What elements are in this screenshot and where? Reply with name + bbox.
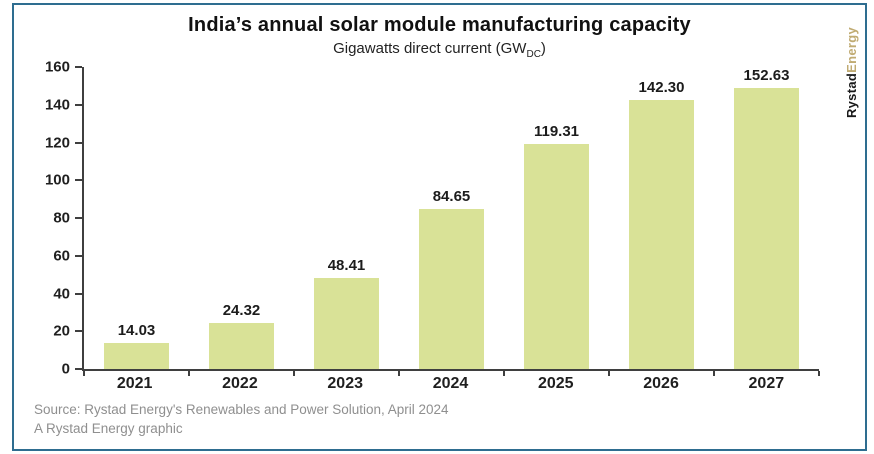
y-tick-label: 40 <box>53 285 70 302</box>
bar-group-2024: 84.65 <box>399 67 504 369</box>
bar-value-label: 152.63 <box>743 67 790 84</box>
y-tick-mark <box>75 330 82 333</box>
y-tick-mark <box>75 368 82 370</box>
y-tick-mark <box>75 217 82 219</box>
bar-value-label: 24.32 <box>222 302 261 320</box>
chart-frame: India’s annual solar module manufacturin… <box>12 3 867 451</box>
x-tick-mark <box>608 371 610 376</box>
y-tick-label: 160 <box>44 58 70 76</box>
subtitle-prefix: Gigawatts direct current (GW <box>333 40 527 57</box>
y-tick-mark <box>75 141 82 144</box>
subtitle-suffix: ) <box>540 40 546 57</box>
bar-chart: 0 20 40 60 80 100 120 140 160 14.03 24.32 48.41 84.… <box>30 59 820 399</box>
y-tick-label: 60 <box>53 247 70 265</box>
y-tick-label: 20 <box>53 322 70 340</box>
y-tick-label: 120 <box>44 134 70 151</box>
bar-value-label: 48.41 <box>327 256 366 274</box>
bar-value-label: 142.30 <box>638 79 685 97</box>
bar-2026 <box>628 100 695 369</box>
x-axis-label-2021: 2021 <box>116 375 153 392</box>
bar-group-2022: 24.32 <box>189 67 294 369</box>
x-tick-mark <box>503 371 505 376</box>
bar-group-2021: 14.03 <box>84 67 189 369</box>
y-tick-mark <box>75 254 82 257</box>
y-tick-mark <box>75 179 82 182</box>
bar-2024 <box>418 209 485 369</box>
y-tick-label: 140 <box>44 96 70 114</box>
bar-group-2027: 152.63 <box>714 67 819 369</box>
bar-2022 <box>208 323 275 369</box>
y-tick-mark <box>75 103 82 106</box>
bar-2027 <box>733 88 800 369</box>
bar-group-2023: 48.41 <box>294 67 399 369</box>
x-axis-label-2023: 2023 <box>327 375 363 392</box>
y-tick-label: 0 <box>61 360 70 378</box>
y-tick-mark <box>75 292 82 295</box>
source-line-2: A Rystad Energy graphic <box>34 421 183 437</box>
chart-title: India’s annual solar module manufacturin… <box>188 14 691 36</box>
bar-2025 <box>523 143 590 369</box>
source-footer: Source: Rystad Energy's Renewables and P… <box>34 400 449 439</box>
y-tick-label: 80 <box>53 209 70 227</box>
bar-2023 <box>313 277 380 369</box>
chart-header: India’s annual solar module manufacturin… <box>14 5 865 60</box>
x-tick-mark <box>398 371 400 376</box>
x-tick-mark <box>188 371 190 376</box>
y-tick-label: 100 <box>44 171 70 189</box>
chart-subtitle: Gigawatts direct current (GWDC) <box>14 40 865 60</box>
x-axis-labels: 2021 2022 2023 2024 2025 2026 2027 <box>82 375 819 393</box>
source-line-1: Source: Rystad Energy's Renewables and P… <box>34 401 449 417</box>
bar-group-2025: 119.31 <box>504 67 609 369</box>
x-tick-mark <box>293 371 295 376</box>
bar-value-label: 119.31 <box>533 122 580 140</box>
x-axis-label-2026: 2026 <box>643 375 679 392</box>
bar-group-2026: 142.30 <box>609 67 714 369</box>
x-axis-label-2027: 2027 <box>748 375 785 392</box>
bar-value-label: 14.03 <box>117 321 156 339</box>
bar-2021 <box>103 342 170 369</box>
x-axis-label-2022: 2022 <box>222 375 258 392</box>
x-tick-mark <box>83 371 85 376</box>
plot-area: 14.03 24.32 48.41 84.65 119.31 142.30 152.63 <box>75 66 820 376</box>
y-tick-mark <box>75 66 82 68</box>
x-tick-mark <box>818 371 820 376</box>
x-tick-mark <box>713 371 715 376</box>
subtitle-subscript: DC <box>526 49 541 60</box>
logo-energy-text: Energy <box>844 27 859 73</box>
bar-value-label: 84.65 <box>432 188 471 206</box>
rystad-energy-logo: RystadEnergy <box>844 27 859 118</box>
logo-rystad-text: Rystad <box>844 72 859 119</box>
x-axis-label-2024: 2024 <box>432 375 469 392</box>
x-axis-label-2025: 2025 <box>537 375 574 392</box>
y-axis: 0 20 40 60 80 100 120 140 160 <box>30 59 82 378</box>
